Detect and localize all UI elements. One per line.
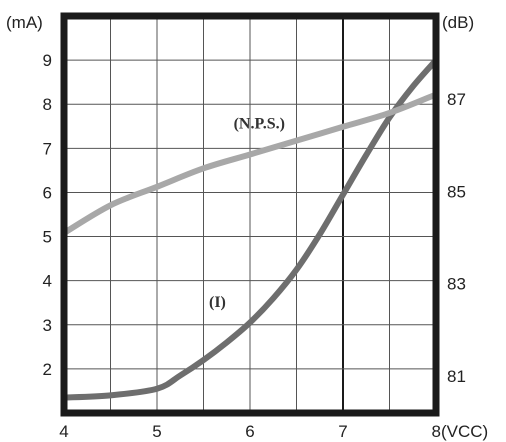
x-tick-label: 6 <box>245 422 254 441</box>
x-tick-label: 4 <box>59 422 68 441</box>
tick-labels: 4 5 6 7 8 2 3 4 5 6 7 8 9 81 83 85 87 <box>43 51 466 441</box>
y-left-tick-label: 9 <box>43 51 52 70</box>
series-line-i <box>61 57 439 401</box>
y-left-tick-label: 4 <box>43 272 52 291</box>
y-left-tick-label: 7 <box>43 139 52 158</box>
y-right-tick-label: 81 <box>447 367 466 386</box>
x-tick-label: 7 <box>338 422 347 441</box>
y-right-tick-label: 87 <box>447 90 466 109</box>
x-unit-label: (VCC) <box>441 422 488 441</box>
x-tick-label: 8 <box>432 422 441 441</box>
y-left-tick-label: 8 <box>43 95 52 114</box>
series-lines <box>61 57 439 401</box>
series-line-n-p-s <box>61 91 439 236</box>
annotation-label: (N.P.S.) <box>234 115 285 132</box>
grid-lines <box>64 16 436 413</box>
y-left-unit-label: (mA) <box>6 13 43 32</box>
y-left-tick-label: 6 <box>43 183 52 202</box>
y-right-unit-label: (dB) <box>442 13 474 32</box>
y-right-tick-label: 83 <box>447 275 466 294</box>
annotation-label: (I) <box>209 294 226 311</box>
y-left-tick-label: 2 <box>43 360 52 379</box>
annotations: (N.P.S.) (I) <box>209 115 285 311</box>
plot-frame <box>60 12 440 417</box>
y-right-tick-label: 85 <box>447 182 466 201</box>
y-left-tick-label: 5 <box>43 228 52 247</box>
y-left-tick-label: 3 <box>43 316 52 335</box>
x-tick-label: 5 <box>152 422 161 441</box>
